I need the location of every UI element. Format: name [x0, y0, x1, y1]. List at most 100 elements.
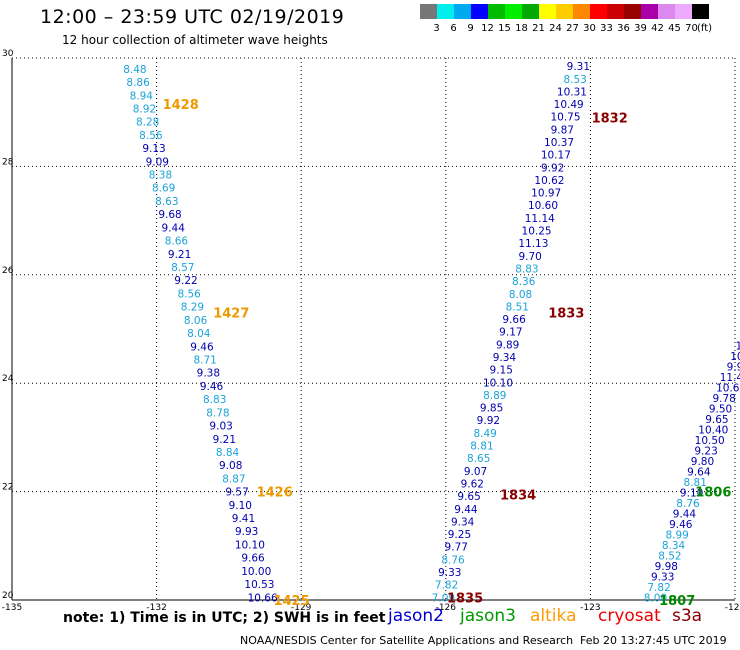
legend-swatch — [641, 4, 658, 19]
wave-height-value: 8.65 — [467, 453, 490, 465]
legend-swatch — [471, 4, 488, 19]
legend-label: 9 — [467, 23, 474, 34]
wave-height-value: 9.87 — [551, 124, 574, 136]
wave-height-value: 10.97 — [531, 188, 561, 200]
wave-height-value: 9.92 — [477, 415, 500, 427]
wave-height-value: 7.82 — [647, 582, 670, 594]
wave-height-value: 9.41 — [232, 513, 255, 525]
credit-text: NOAA/NESDIS Center for Satellite Applica… — [240, 634, 574, 647]
lat-tick-label: 30 — [2, 49, 14, 59]
legend-swatch — [488, 4, 505, 19]
wave-height-value: 10. — [730, 351, 740, 363]
legend-label: 36 — [617, 23, 630, 34]
wave-height-value: 10.10 — [483, 377, 513, 389]
wave-height-value: 9.92 — [541, 162, 564, 174]
wave-height-value: 8.52 — [658, 550, 681, 562]
wave-height-value: 10.50 — [695, 435, 725, 447]
page-title: 12:00 – 23:59 UTC 02/19/2019 — [40, 6, 345, 28]
legend-label: 45 — [668, 23, 681, 34]
wave-height-value: 8.92 — [133, 103, 156, 115]
wave-height-value: 9.13 — [142, 143, 165, 155]
legend-label: 70 — [685, 23, 698, 34]
wave-height-value: 8.86 — [126, 77, 150, 89]
wave-height-value: 8.53 — [563, 74, 586, 86]
wave-height-value: 9.10 — [229, 500, 252, 512]
wave-height-value: 9.66 — [502, 314, 526, 326]
legend-swatch — [522, 4, 539, 19]
wave-height-value: 9.10 — [680, 487, 703, 499]
lat-tick-label: 20 — [2, 591, 14, 601]
wave-height-value: 9.03 — [209, 421, 232, 433]
wave-height-value: 9.77 — [445, 542, 468, 554]
wave-height-value: 8.66 — [165, 236, 189, 248]
wave-height-value: 8.69 — [152, 183, 175, 195]
legend-label: 15 — [498, 23, 511, 34]
wave-height-value: 10.60 — [528, 200, 558, 212]
wave-height-value: 11.14 — [525, 213, 555, 225]
wave-height-value: 9.93 — [235, 526, 258, 538]
wave-height-value: 7.09 — [432, 592, 455, 604]
lon-tick-label: -123 — [580, 603, 600, 613]
legend-label: 42 — [651, 23, 664, 34]
wave-height-value: 8.56 — [177, 288, 201, 300]
pass-time-label: 1835 — [447, 591, 483, 606]
wave-height-value: 10.62 — [534, 175, 564, 187]
wave-height-value: 8.49 — [473, 428, 496, 440]
wave-height-value: 9.38 — [197, 368, 220, 380]
wave-height-value: 8.71 — [193, 354, 216, 366]
wave-height-value: 9.08 — [219, 460, 242, 472]
wave-height-value: 8.56 — [139, 130, 163, 142]
wave-height-value: 8.06 — [184, 315, 208, 327]
wave-height-value: 9.57 — [225, 487, 248, 499]
pass-time-label: 1428 — [163, 98, 199, 113]
wave-height-value: 9.85 — [480, 403, 503, 415]
wave-height-value: 11.4 — [720, 372, 740, 384]
wave-height-value: 8.83 — [203, 394, 226, 406]
wave-height-value: 8.99 — [665, 529, 688, 541]
legend-label: 27 — [566, 23, 579, 34]
wave-height-value: 9.17 — [499, 327, 522, 339]
wave-height-value: 10.00 — [241, 566, 271, 578]
wave-height-value: 9.64 — [687, 466, 711, 478]
timestamp-text: Feb 20 13:27:45 UTC 2019 — [580, 634, 727, 647]
lon-tick-label: -120 — [725, 603, 740, 613]
wave-height-value: 10.17 — [541, 150, 571, 162]
legend-swatch — [624, 4, 641, 19]
wave-height-value: 8.04 — [187, 328, 211, 340]
wave-height-value: 8.29 — [181, 302, 204, 314]
wave-height-value: 9.80 — [691, 456, 714, 468]
wave-height-value: 8.38 — [149, 170, 172, 182]
legend-label: 30 — [583, 23, 596, 34]
wave-height-value: 10.25 — [522, 226, 552, 238]
wave-height-value: 9.46 — [200, 381, 224, 393]
pass-time-label: 1806 — [695, 486, 731, 501]
legend-swatch — [437, 4, 454, 19]
wave-height-value: 9.21 — [168, 249, 191, 261]
legend-unit: (ft) — [697, 23, 713, 34]
wave-height-value: 9.44 — [162, 222, 186, 234]
wave-height-value: 8.94 — [130, 90, 154, 102]
wave-height-value: 10.49 — [554, 99, 584, 111]
legend-swatch — [675, 4, 692, 19]
satellite-name-cryosat: cryosat — [598, 606, 661, 626]
wave-height-value: 9.25 — [448, 529, 471, 541]
wave-height-value: 8.87 — [222, 473, 245, 485]
legend-swatch — [607, 4, 624, 19]
pass-time-label: 1427 — [213, 307, 249, 322]
wave-height-value: 9.07 — [464, 466, 487, 478]
wave-height-value: 10.37 — [544, 137, 574, 149]
wave-height-value: 9.34 — [451, 516, 475, 528]
wave-height-value: 8.48 — [123, 64, 146, 76]
wave-height-value: 8.81 — [684, 477, 707, 489]
lat-tick-label: 28 — [2, 157, 14, 167]
wave-height-value: 8.83 — [515, 263, 538, 275]
wave-height-value: 9.66 — [241, 553, 265, 565]
lat-tick-label: 26 — [2, 266, 14, 276]
legend-swatch — [454, 4, 471, 19]
wave-height-value: 8.34 — [662, 540, 686, 552]
wave-height-value: 9.89 — [496, 339, 519, 351]
wave-height-value: 9.46 — [669, 519, 693, 531]
pass-time-label: 1833 — [548, 307, 584, 322]
legend-swatch — [658, 4, 675, 19]
